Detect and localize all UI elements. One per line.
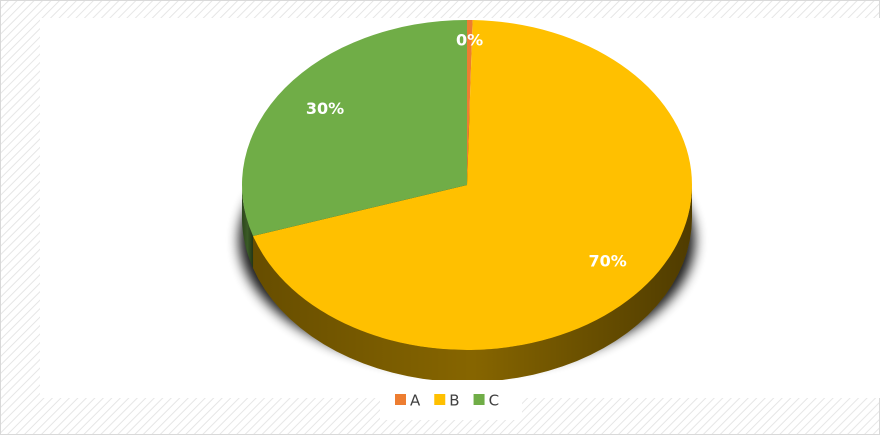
legend-label: B — [449, 392, 459, 410]
legend-swatch — [395, 394, 406, 405]
legend-swatch — [434, 394, 446, 405]
data-label: 30% — [306, 99, 344, 118]
slice — [241, 20, 467, 236]
data-label: 70% — [589, 251, 627, 270]
slice — [253, 20, 693, 350]
slice-side-shade — [253, 185, 693, 382]
legend-label: C — [489, 392, 499, 410]
legend: A B C — [395, 392, 499, 410]
legend-swatch — [473, 394, 485, 405]
data-label: 0% — [456, 31, 483, 50]
pie: 0% 70% 30% — [241, 20, 693, 382]
slice-side-shade — [242, 185, 254, 268]
slice — [467, 20, 473, 185]
legend-label: A — [410, 392, 421, 410]
